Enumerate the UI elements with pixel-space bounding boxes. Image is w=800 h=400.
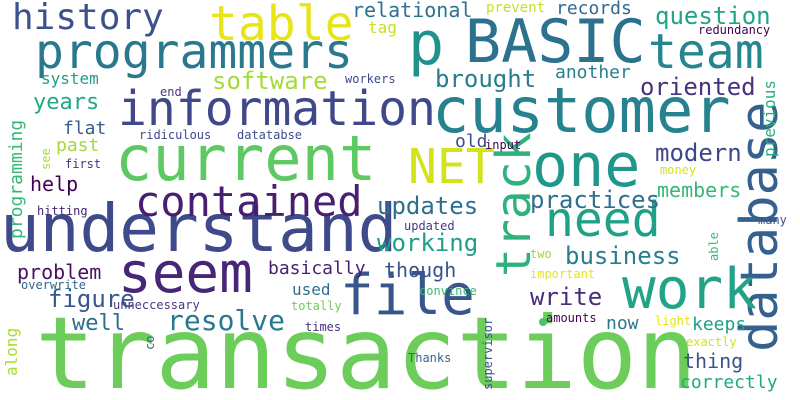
word-now: now — [606, 313, 639, 334]
word-programming: programming — [6, 119, 27, 239]
word-datatabse: datatabse — [237, 128, 303, 142]
word-oriented: oriented — [640, 73, 756, 101]
word-supervisor: supervisor — [481, 317, 495, 390]
word-updates: updates — [377, 192, 479, 220]
word-seem: seem — [118, 241, 253, 306]
word-software: software — [212, 67, 328, 95]
word-amounts: amounts — [546, 311, 597, 325]
word-one: one — [532, 131, 641, 201]
word-unneccessary: unneccessary — [113, 298, 200, 312]
word-totally: totally — [291, 299, 342, 313]
word-along: along — [2, 327, 21, 376]
word-current: current — [115, 122, 377, 195]
word-practices: practices — [530, 186, 661, 214]
word-two: two — [530, 247, 552, 261]
word-thanks: Thanks — [408, 351, 452, 365]
word-hitting: hitting — [37, 204, 88, 218]
word-net: NET — [408, 139, 495, 195]
word-important: important — [530, 267, 596, 281]
word-prevent: prevent — [486, 0, 546, 16]
word-redundancy: redundancy — [698, 23, 771, 37]
word-overwrite: overwrite — [21, 278, 87, 292]
word-used: used — [292, 280, 331, 299]
word-money: money — [660, 163, 697, 177]
word-flat: flat — [63, 118, 107, 139]
word-resolve: resolve — [167, 304, 286, 337]
word-years: years — [33, 90, 100, 115]
dot-mark — [539, 318, 547, 326]
word-ridiculous: ridiculous — [139, 128, 212, 142]
word-records: records — [556, 0, 632, 19]
word-times: times — [305, 320, 342, 334]
word-first: first — [65, 157, 102, 171]
word-another: another — [555, 62, 631, 83]
word-contained: contained — [135, 177, 363, 226]
word-light: light — [655, 314, 692, 328]
word-working: working — [377, 229, 479, 257]
word-file: file — [340, 263, 475, 328]
word-past: past — [56, 135, 100, 156]
word-correctly: correctly — [680, 372, 778, 393]
word-convince: convince — [419, 284, 477, 298]
word-input: input — [485, 138, 522, 152]
word-brought: brought — [435, 65, 537, 93]
word-end: end — [160, 85, 182, 99]
word-team: team — [648, 24, 764, 80]
word-business: business — [565, 242, 681, 270]
word-question: question — [655, 2, 771, 30]
word-help: help — [30, 172, 79, 196]
word-many: many — [758, 213, 787, 227]
word-modern: modern — [655, 139, 742, 167]
word-basic: BASIC — [465, 7, 646, 77]
word-relational: relational — [352, 0, 473, 22]
word-see: see — [39, 148, 53, 170]
word-keeps: keeps — [692, 314, 747, 335]
word-table: table — [209, 0, 354, 52]
word-programmers: programmers — [35, 24, 353, 80]
word-figure: figure — [48, 285, 135, 313]
word-tag: tag — [368, 18, 397, 37]
word-work: work — [622, 257, 757, 322]
word-thing: thing — [683, 349, 744, 373]
word-need: need — [545, 192, 661, 248]
word-p: p — [408, 9, 445, 79]
word-workers: workers — [345, 72, 396, 86]
word-customer: customer — [432, 74, 731, 147]
word-history: history — [12, 0, 164, 38]
word-co: co — [143, 335, 157, 350]
word-basically: basically — [268, 258, 366, 279]
word-problem: problem — [17, 260, 102, 284]
word-transaction: transaction — [35, 295, 698, 400]
word-system: system — [41, 69, 99, 88]
word-previous: previous — [760, 79, 779, 157]
word-well: well — [72, 311, 125, 336]
word-information: information — [118, 81, 436, 137]
word-old: old — [455, 131, 488, 152]
word-updated: updated — [404, 219, 455, 233]
word-able: able — [707, 232, 721, 261]
word-members: members — [657, 178, 742, 202]
word-write: write — [530, 283, 603, 311]
word-though: though — [384, 258, 457, 282]
word-exactly: exactly — [686, 335, 737, 349]
word-understand: understand — [0, 190, 398, 267]
